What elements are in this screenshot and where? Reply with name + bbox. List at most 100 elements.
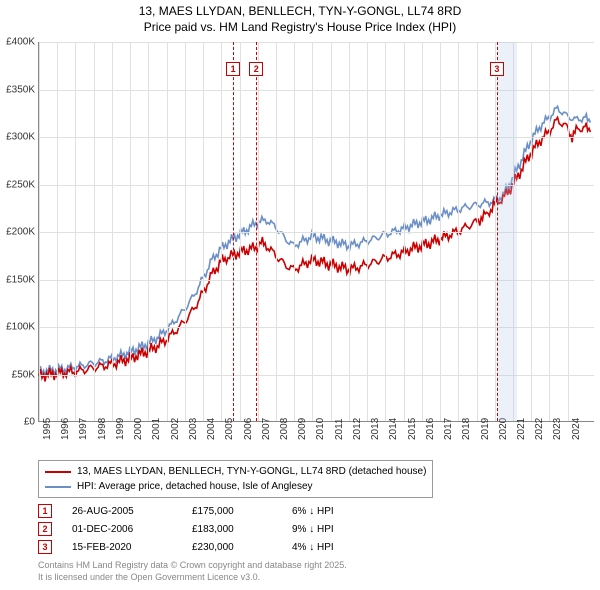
chart-area: £0£50K£100K£150K£200K£250K£300K£350K£400… (38, 42, 594, 422)
legend-row: 13, MAES LLYDAN, BENLLECH, TYN-Y-GONGL, … (45, 464, 426, 479)
x-tick-label: 2008 (279, 418, 290, 440)
sale-delta: 4% ↓ HPI (292, 542, 392, 553)
x-gridline (203, 42, 204, 421)
sale-index-box: 2 (38, 522, 52, 536)
x-gridline (221, 42, 222, 421)
sale-row: 1 26-AUG-2005 £175,000 6% ↓ HPI (38, 502, 392, 520)
x-gridline (404, 42, 405, 421)
marker-line (497, 42, 498, 421)
sale-price: £183,000 (192, 524, 292, 535)
x-gridline (148, 42, 149, 421)
x-tick-label: 2007 (261, 418, 272, 440)
sale-index-box: 1 (38, 504, 52, 518)
marker-index-box: 3 (490, 62, 504, 76)
x-tick-label: 2011 (334, 418, 345, 440)
footnote-line-2: It is licensed under the Open Government… (38, 572, 347, 584)
x-gridline (458, 42, 459, 421)
sale-price: £230,000 (192, 542, 292, 553)
x-gridline (477, 42, 478, 421)
x-gridline (240, 42, 241, 421)
x-tick-label: 2009 (297, 418, 308, 440)
marker-index-box: 2 (249, 62, 263, 76)
title-line-2: Price paid vs. HM Land Registry's House … (0, 20, 600, 36)
x-tick-label: 2019 (480, 418, 491, 440)
y-tick-label: £250K (1, 179, 35, 190)
title-block: 13, MAES LLYDAN, BENLLECH, TYN-Y-GONGL, … (0, 0, 600, 35)
x-gridline (75, 42, 76, 421)
sales-table: 1 26-AUG-2005 £175,000 6% ↓ HPI 2 01-DEC… (38, 502, 392, 556)
x-gridline (312, 42, 313, 421)
x-tick-label: 2004 (206, 418, 217, 440)
x-gridline (531, 42, 532, 421)
legend: 13, MAES LLYDAN, BENLLECH, TYN-Y-GONGL, … (38, 460, 433, 498)
x-tick-label: 2015 (407, 418, 418, 440)
legend-row: HPI: Average price, detached house, Isle… (45, 479, 426, 494)
sale-date: 01-DEC-2006 (72, 524, 192, 535)
x-gridline (57, 42, 58, 421)
sale-row: 2 01-DEC-2006 £183,000 9% ↓ HPI (38, 520, 392, 538)
y-tick-label: £300K (1, 132, 35, 143)
y-tick-label: £0 (1, 417, 35, 428)
x-tick-label: 2001 (151, 418, 162, 440)
sale-date: 26-AUG-2005 (72, 506, 192, 517)
legend-swatch-1 (45, 486, 71, 488)
y-tick-label: £350K (1, 84, 35, 95)
x-tick-label: 2024 (571, 418, 582, 440)
sale-row: 3 15-FEB-2020 £230,000 4% ↓ HPI (38, 538, 392, 556)
y-tick-label: £200K (1, 227, 35, 238)
x-gridline (258, 42, 259, 421)
x-gridline (568, 42, 569, 421)
x-gridline (112, 42, 113, 421)
x-tick-label: 2003 (188, 418, 199, 440)
shade-band (497, 42, 517, 421)
x-gridline (331, 42, 332, 421)
x-gridline (385, 42, 386, 421)
x-gridline (422, 42, 423, 421)
sale-price: £175,000 (192, 506, 292, 517)
x-tick-label: 1996 (60, 418, 71, 440)
x-tick-label: 2012 (352, 418, 363, 440)
legend-label-1: HPI: Average price, detached house, Isle… (77, 479, 313, 494)
x-tick-label: 2016 (425, 418, 436, 440)
x-gridline (495, 42, 496, 421)
x-gridline (39, 42, 40, 421)
x-tick-label: 2020 (498, 418, 509, 440)
marker-index-box: 1 (226, 62, 240, 76)
chart-container: 13, MAES LLYDAN, BENLLECH, TYN-Y-GONGL, … (0, 0, 600, 590)
y-tick-label: £400K (1, 37, 35, 48)
x-tick-label: 1995 (42, 418, 53, 440)
x-tick-label: 2017 (443, 418, 454, 440)
x-tick-label: 1999 (115, 418, 126, 440)
x-tick-label: 2022 (534, 418, 545, 440)
x-gridline (130, 42, 131, 421)
x-gridline (94, 42, 95, 421)
y-tick-label: £50K (1, 369, 35, 380)
x-tick-label: 2013 (370, 418, 381, 440)
sale-delta: 6% ↓ HPI (292, 506, 392, 517)
x-tick-label: 2005 (224, 418, 235, 440)
x-tick-label: 2002 (170, 418, 181, 440)
sale-delta: 9% ↓ HPI (292, 524, 392, 535)
x-gridline (276, 42, 277, 421)
x-gridline (367, 42, 368, 421)
x-tick-label: 2018 (461, 418, 472, 440)
x-tick-label: 2006 (243, 418, 254, 440)
x-gridline (294, 42, 295, 421)
x-gridline (167, 42, 168, 421)
footnote-line-1: Contains HM Land Registry data © Crown c… (38, 560, 347, 572)
x-tick-label: 1997 (78, 418, 89, 440)
x-tick-label: 2021 (516, 418, 527, 440)
marker-line (233, 42, 234, 421)
legend-swatch-0 (45, 471, 71, 473)
x-tick-label: 2000 (133, 418, 144, 440)
y-tick-label: £100K (1, 322, 35, 333)
y-tick-label: £150K (1, 274, 35, 285)
marker-line (256, 42, 257, 421)
legend-label-0: 13, MAES LLYDAN, BENLLECH, TYN-Y-GONGL, … (77, 464, 426, 479)
x-tick-label: 2014 (388, 418, 399, 440)
x-gridline (349, 42, 350, 421)
sale-date: 15-FEB-2020 (72, 542, 192, 553)
title-line-1: 13, MAES LLYDAN, BENLLECH, TYN-Y-GONGL, … (0, 4, 600, 20)
x-tick-label: 1998 (97, 418, 108, 440)
x-gridline (185, 42, 186, 421)
